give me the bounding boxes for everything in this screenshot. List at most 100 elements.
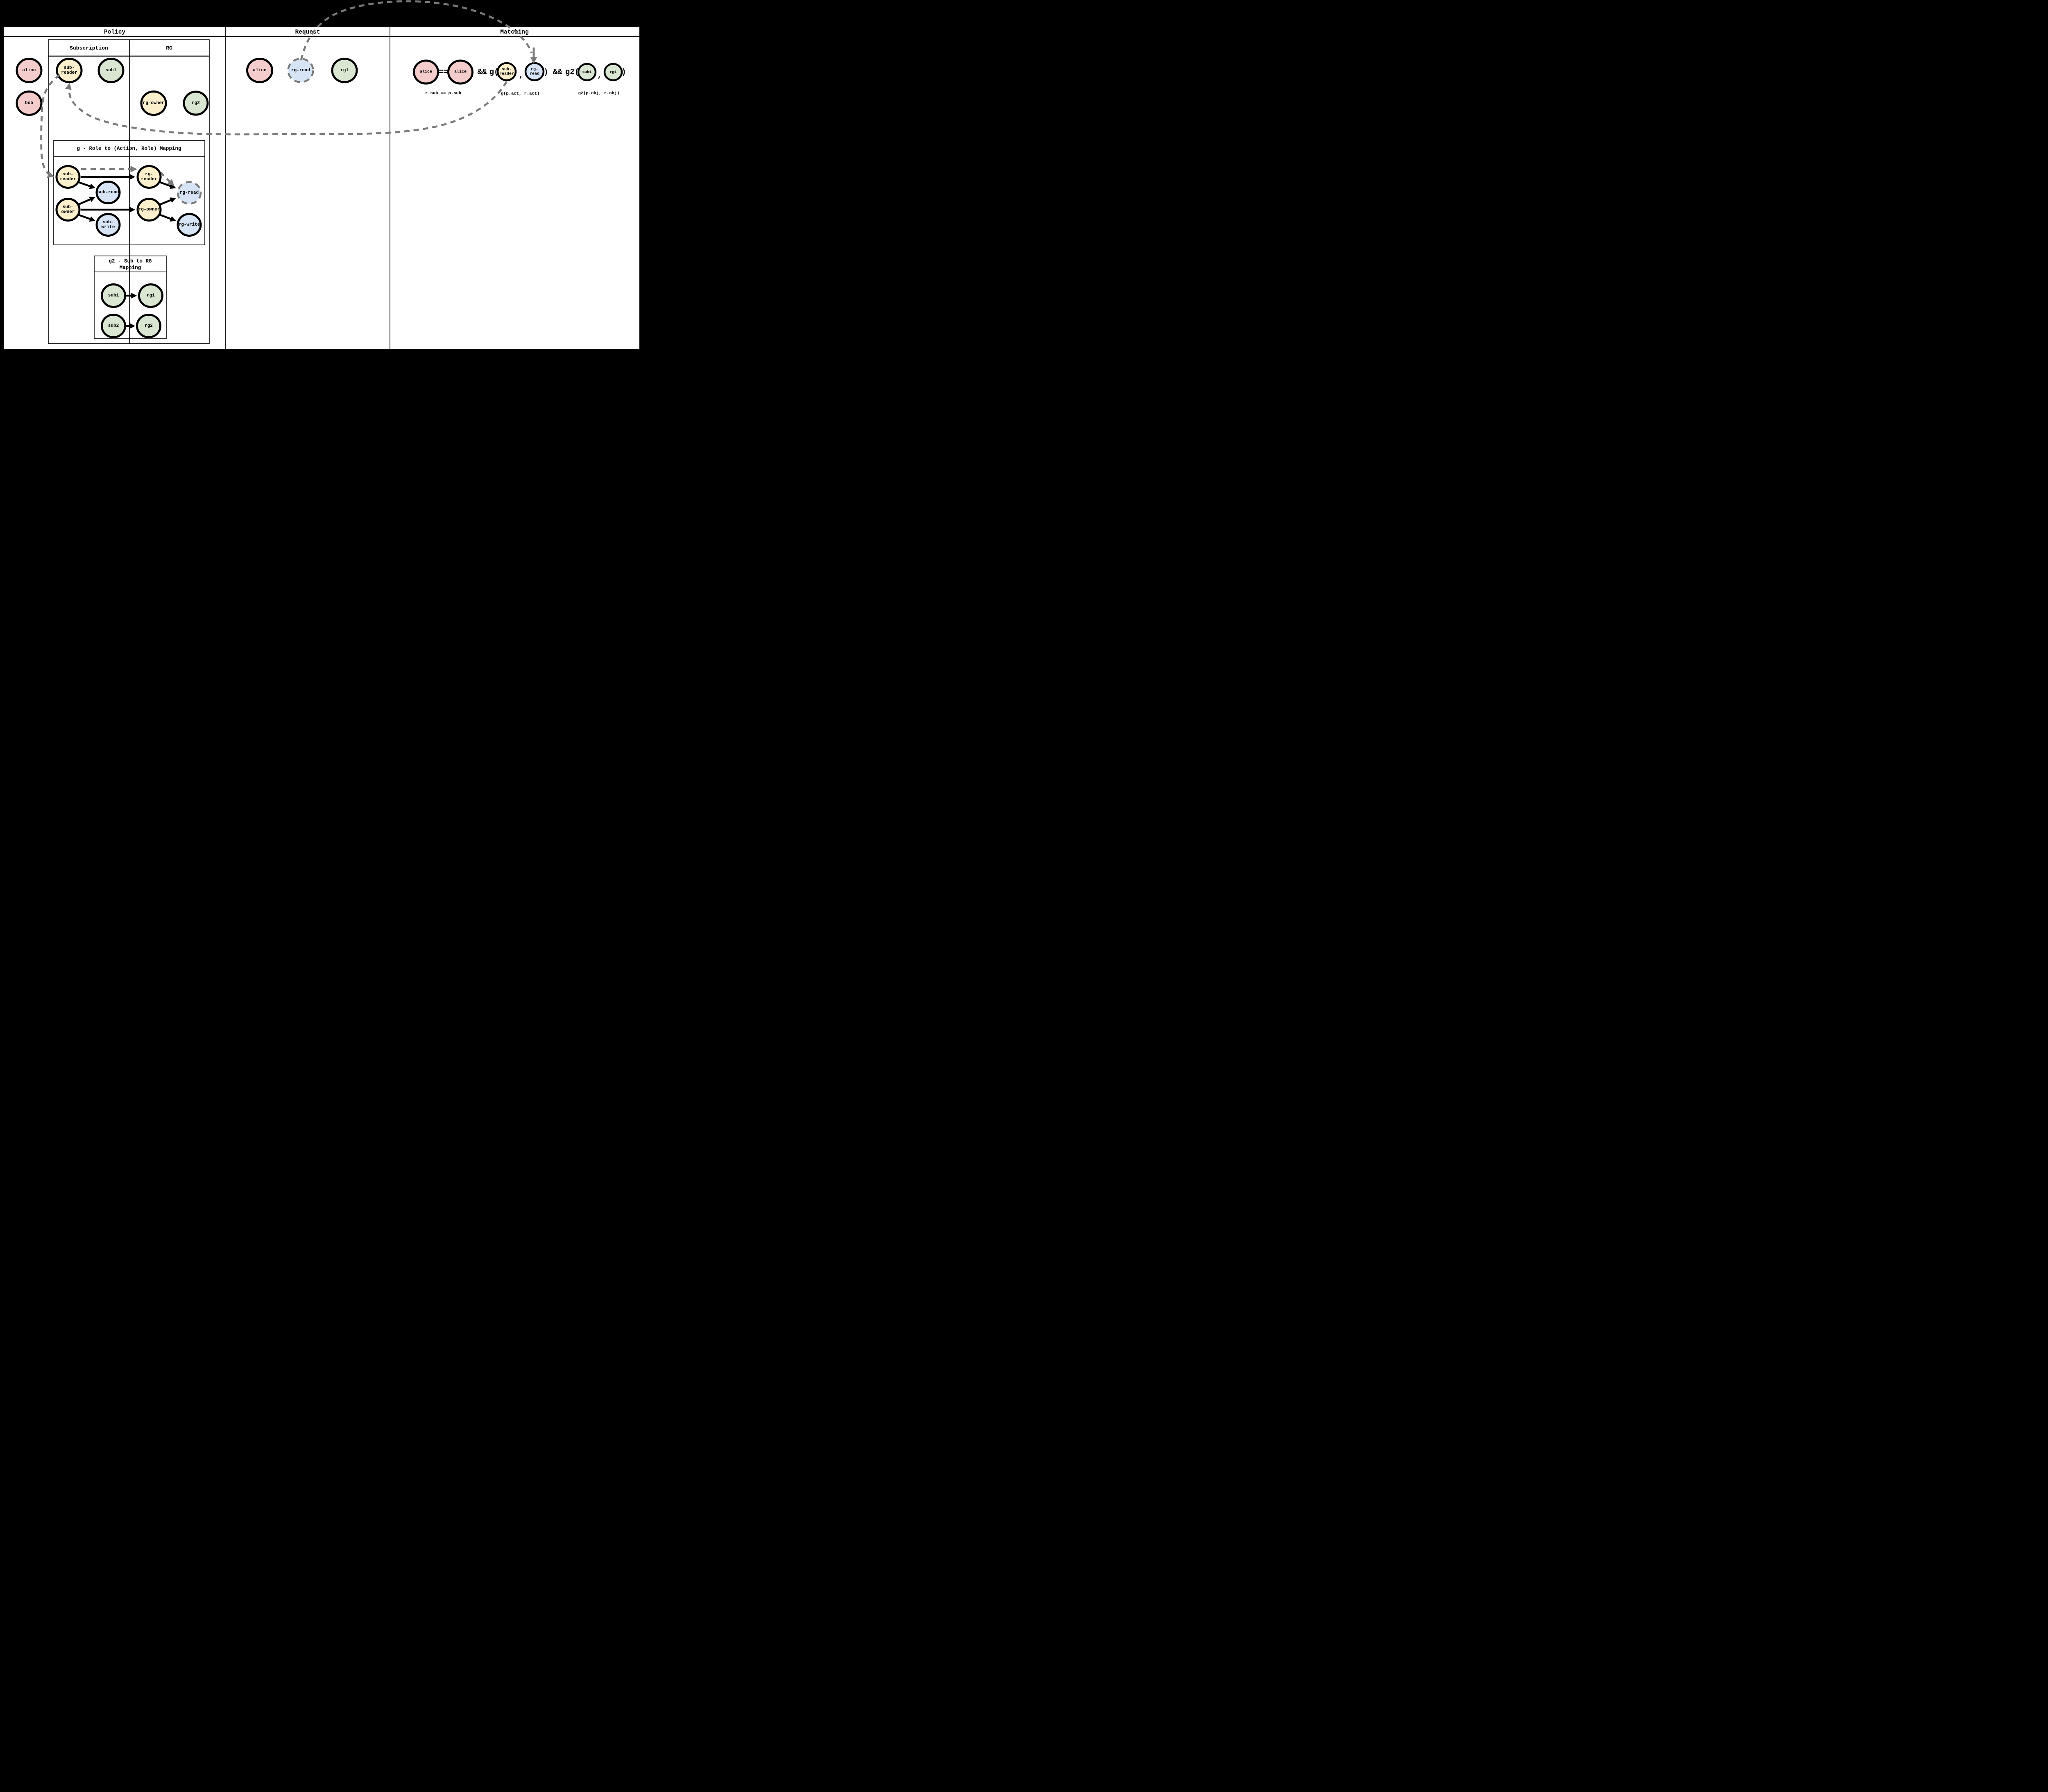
panel-title-request: Request <box>295 29 320 36</box>
policy-table-border <box>48 39 210 344</box>
diagram-stage: Policy Request Matching Subscription RG … <box>0 0 642 353</box>
operator-close-2: ) <box>621 68 626 77</box>
node-label: write <box>101 225 115 230</box>
arrow-subreader-subread <box>77 181 95 189</box>
g-box-border <box>53 140 205 245</box>
column-header-rg: RG <box>166 45 172 51</box>
policy-panel: Subscription RG alice bob sub- reader su… <box>16 39 210 344</box>
operator-g2-open: g2( <box>565 68 579 77</box>
node-request-rg1: rg1 <box>331 58 358 83</box>
operator-comma-1: , <box>519 71 523 80</box>
node-g-rg-read: rg-read <box>177 181 202 205</box>
node-matching-sub1: sub1 <box>577 63 597 81</box>
g2-mapping-box: g2 - Sub to RG Mapping sub1 rg1 sub2 rg2 <box>94 256 167 339</box>
node-label: sub- <box>502 67 512 72</box>
node-label: bob <box>25 101 33 106</box>
node-label: alice <box>420 70 432 75</box>
g-mapping-box: g - Role to (Action, Role) Mapping sub- … <box>53 140 205 245</box>
node-g-rg-write: rg-write <box>177 213 202 237</box>
node-label: sub- <box>63 205 73 210</box>
operator-and-1: && <box>478 68 487 77</box>
node-matching-alice1: alice <box>413 59 439 85</box>
annotation-obj-rule: g2(p.obj, r.obj) <box>578 91 620 96</box>
policy-table: Subscription RG <box>48 39 210 344</box>
node-label: sub2 <box>108 324 119 328</box>
node-g-sub-write: sub- write <box>95 213 121 237</box>
node-policy-sub-reader: sub- reader <box>56 58 83 83</box>
operator-equals: == <box>439 68 448 77</box>
node-policy-rg-owner: rg-owner <box>140 91 167 116</box>
node-label: reader <box>499 72 514 77</box>
arrow-subowner-subread <box>77 197 95 206</box>
node-g2-rg2: rg2 <box>136 314 161 338</box>
node-label: rg- <box>531 68 538 72</box>
node-g2-sub2: sub2 <box>101 314 126 338</box>
arrow-rgowner-rgread <box>159 197 176 206</box>
node-g-sub-read: sub-read <box>95 181 121 204</box>
node-g2-rg1: rg1 <box>138 283 163 308</box>
rbac-matching-diagram: Policy Request Matching Subscription RG … <box>4 0 639 349</box>
node-label: sub1 <box>108 293 119 298</box>
node-label: rg-owner <box>138 207 160 212</box>
node-label: alice <box>253 68 266 73</box>
node-g-rg-reader: rg- reader <box>136 165 162 189</box>
node-label: rg2 <box>192 101 200 106</box>
node-label: owner <box>61 210 75 215</box>
node-policy-bob: bob <box>16 91 43 116</box>
annotation-sub-rule: r.sub == p.sub <box>425 91 461 96</box>
node-label: rg-owner <box>143 101 165 106</box>
node-policy-sub1: sub1 <box>97 58 125 83</box>
node-request-alice: alice <box>246 58 273 83</box>
operator-and-2: && <box>553 68 562 77</box>
operator-close-1: ) <box>544 68 548 77</box>
node-label: rg2 <box>145 324 153 328</box>
node-label: rg-read <box>291 68 310 73</box>
node-label: rg-read <box>180 190 199 195</box>
request-panel: alice rg-read rg1 <box>246 58 358 83</box>
node-policy-rg2: rg2 <box>183 91 209 116</box>
node-policy-alice: alice <box>16 58 43 83</box>
node-label: rg1 <box>147 293 155 298</box>
arrow-rgowner-rgwrite <box>159 213 176 222</box>
node-matching-sub-reader: sub- reader <box>496 62 517 81</box>
matching-panel: alice == alice && g( sub- reader , rg- r… <box>413 59 626 96</box>
g2-box-title-line1: g2 - Sub to RG <box>109 258 152 264</box>
node-label: sub1 <box>582 70 592 75</box>
g2-box-border <box>94 256 167 339</box>
trace-request-to-matching-arc <box>300 0 533 61</box>
node-label: sub- <box>63 172 73 177</box>
node-label: alice <box>454 70 467 75</box>
node-g-sub-owner: sub- owner <box>55 198 81 222</box>
node-label: rg-write <box>179 222 200 227</box>
node-label: rg1 <box>340 68 349 73</box>
panel-title-policy: Policy <box>104 29 126 36</box>
g2-box-title-line2: Mapping <box>120 265 141 271</box>
node-label: alice <box>22 68 36 73</box>
trace-matching-to-policy-sub-reader <box>65 81 508 136</box>
trace-policy-sub-reader-to-g-box <box>40 74 61 178</box>
node-g-sub-reader: sub- reader <box>55 165 81 189</box>
arrow-rgreader-rgread <box>159 181 176 189</box>
node-label: reader <box>141 177 157 182</box>
node-label: reader <box>61 70 77 75</box>
node-label: read <box>530 72 539 77</box>
node-label: rg- <box>145 172 153 177</box>
node-request-rg-read: rg-read <box>287 58 314 83</box>
arrow-subowner-subwrite <box>77 213 95 222</box>
node-g-rg-owner: rg-owner <box>136 198 162 222</box>
operator-comma-2: , <box>597 71 602 80</box>
node-matching-rg-read: rg- read <box>524 62 545 81</box>
node-label: sub- <box>64 66 75 70</box>
trace-arrow-rgreader-rgread <box>159 171 174 186</box>
node-g2-sub1: sub1 <box>101 283 126 308</box>
node-label: sub- <box>103 220 113 225</box>
node-label: reader <box>60 177 76 182</box>
node-label: sub-read <box>97 190 119 195</box>
node-label: sub1 <box>106 68 117 73</box>
g-box-title: g - Role to (Action, Role) Mapping <box>77 146 181 152</box>
node-matching-rg1: rg1 <box>603 63 623 81</box>
node-label: rg1 <box>609 70 616 75</box>
annotation-act-rule: g(p.act, r.act) <box>501 91 540 96</box>
panel-title-matching: Matching <box>500 29 529 36</box>
operator-g-open: g( <box>489 68 499 77</box>
